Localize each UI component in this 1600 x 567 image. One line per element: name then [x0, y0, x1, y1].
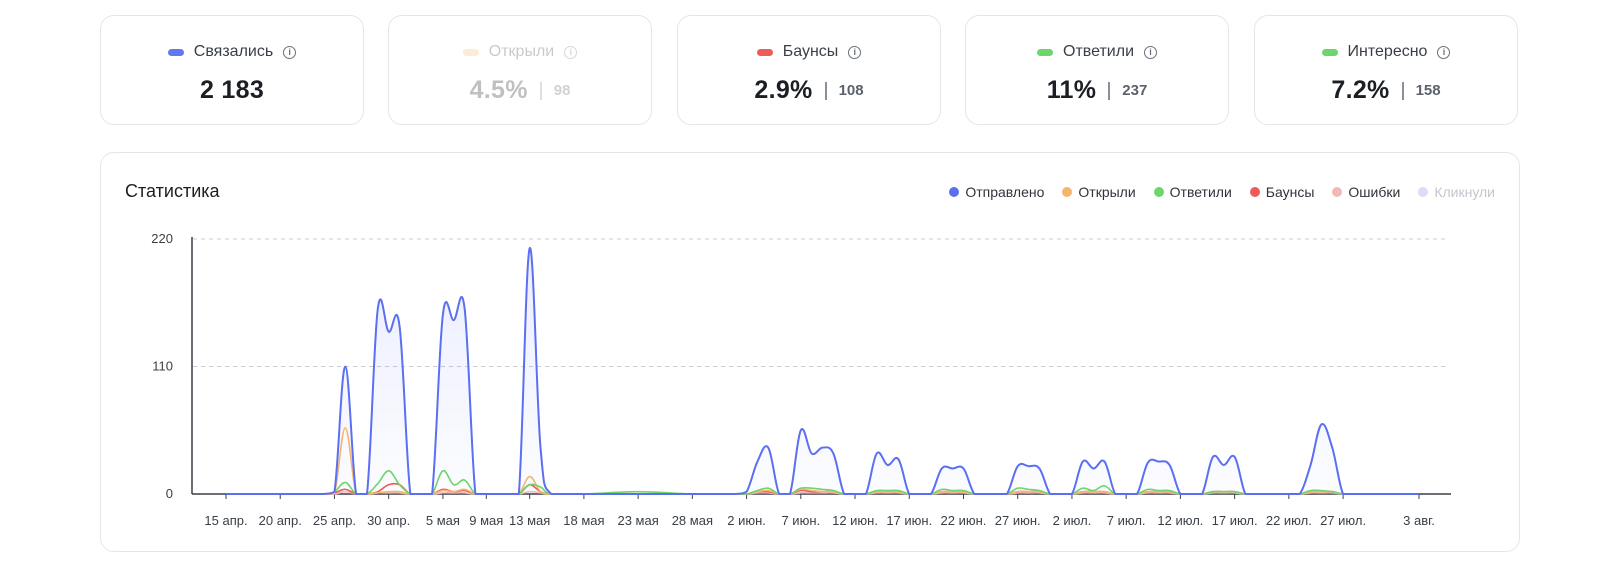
info-icon[interactable]: i: [1144, 45, 1157, 59]
x-tick-label: 25 апр.: [313, 513, 356, 528]
x-tick-label: 2 июл.: [1053, 513, 1092, 528]
statistics-panel: Статистика Отправлено Открыли Ответили Б…: [100, 152, 1520, 552]
info-icon[interactable]: i: [1437, 45, 1451, 59]
legend-label: Отправлено: [965, 184, 1045, 200]
stat-card-value-row: 7.2% 158: [1255, 76, 1517, 105]
stat-cards: Связались i 2 183 Открыли i 4.5% 98 Баун…: [100, 15, 1520, 127]
stat-card-label: Связались: [193, 43, 274, 60]
stat-card-label: Баунсы: [782, 43, 839, 60]
series-area-sent: [226, 247, 1419, 494]
x-tick-label: 3 авг.: [1403, 513, 1435, 528]
value-separator: [1401, 81, 1404, 100]
stat-card-label: Ответили: [1063, 43, 1134, 60]
x-tick-label: 17 июл.: [1212, 513, 1258, 528]
series-color-pill: [167, 48, 184, 56]
stat-card-header: Связались i: [101, 43, 363, 61]
legend-dot: [949, 187, 960, 197]
legend-dot: [1062, 187, 1073, 197]
info-icon[interactable]: i: [848, 45, 862, 59]
series-line-Отправлено: [225, 247, 1419, 495]
series-color-pill: [1321, 48, 1338, 56]
x-tick-label: 22 июл.: [1266, 513, 1312, 528]
x-tick-label: 13 мая: [509, 513, 550, 528]
stat-card-count: 98: [553, 82, 571, 99]
x-tick-label: 9 мая: [469, 513, 503, 528]
series-color-pill: [1037, 48, 1053, 56]
stat-card-label: Открыли: [488, 43, 555, 60]
x-tick-label: 27 июл.: [1320, 513, 1366, 528]
stat-card-replied[interactable]: Ответили i 11% 237: [965, 15, 1229, 125]
stat-card-count: 237: [1122, 82, 1148, 99]
x-tick-label: 15 апр.: [204, 513, 247, 528]
x-tick-label: 5 мая: [426, 513, 460, 528]
stat-card-value-row: 4.5% 98: [389, 76, 651, 105]
x-tick-label: 20 апр.: [259, 513, 302, 528]
x-tick-label: 7 июн.: [781, 513, 820, 528]
stat-card-value-row: 11% 237: [966, 76, 1228, 105]
stat-card-header: Баунсы i: [678, 43, 940, 61]
x-tick-label: 2 июн.: [727, 513, 766, 528]
legend-label: Кликнули: [1434, 184, 1495, 200]
stat-card-count: 158: [1415, 82, 1441, 99]
panel-title: Статистика: [125, 181, 220, 201]
series-color-pill: [462, 48, 479, 56]
x-tick-label: 30 апр.: [367, 513, 410, 528]
legend-dot: [1332, 187, 1343, 197]
x-tick-label: 12 июл.: [1157, 513, 1203, 528]
stat-card-value-row: 2.9% 108: [678, 76, 940, 105]
stat-card-label: Интересно: [1347, 43, 1428, 60]
x-tick-label: 12 июн.: [832, 513, 878, 528]
legend-dot: [1153, 187, 1164, 197]
stat-card-opened[interactable]: Открыли i 4.5% 98: [388, 15, 652, 125]
legend-dot: [1249, 187, 1260, 197]
stat-card-value: 2.9%: [754, 76, 813, 104]
stat-card-contacted[interactable]: Связались i 2 183: [100, 15, 364, 125]
stat-card-header: Ответили i: [966, 43, 1228, 61]
x-tick-label: 17 июн.: [886, 513, 932, 528]
stat-card-count: 108: [838, 82, 864, 99]
stat-card-interested[interactable]: Интересно i 7.2% 158: [1254, 15, 1518, 125]
x-tick-label: 7 июл.: [1107, 513, 1146, 528]
legend-item-sent[interactable]: Отправлено: [949, 184, 1044, 200]
legend-label: Ошибки: [1348, 184, 1401, 200]
stat-card-value-row: 2 183: [101, 76, 363, 105]
stat-card-bounces[interactable]: Баунсы i 2.9% 108: [677, 15, 941, 125]
chart-legend: Отправлено Открыли Ответили Баунсы Ошибк…: [949, 184, 1495, 200]
series-color-pill: [756, 48, 773, 56]
stat-card-value: 7.2%: [1331, 76, 1390, 104]
y-tick-label: 110: [152, 359, 173, 374]
x-tick-label: 23 мая: [617, 513, 658, 528]
stat-card-value: 2 183: [199, 76, 265, 104]
stat-card-header: Интересно i: [1255, 43, 1517, 61]
x-tick-label: 28 мая: [672, 513, 713, 528]
legend-item-clicked[interactable]: Кликнули: [1418, 184, 1495, 200]
legend-dot: [1418, 187, 1429, 197]
x-tick-label: 18 мая: [563, 513, 604, 528]
x-tick-label: 27 июн.: [995, 513, 1041, 528]
legend-item-bounces[interactable]: Баунсы: [1249, 184, 1315, 200]
y-tick-label: 220: [151, 231, 173, 246]
info-icon[interactable]: i: [283, 45, 297, 59]
statistics-chart[interactable]: 0 110 220 15 апр. 20 апр. 25 апр. 30 апр. 5 мая…: [101, 153, 1519, 551]
value-separator: [539, 81, 542, 100]
value-separator: [824, 81, 827, 100]
legend-label: Баунсы: [1265, 184, 1315, 200]
stat-card-value: 4.5%: [469, 76, 528, 104]
info-icon[interactable]: i: [564, 45, 578, 59]
x-tick-label: 22 июн.: [941, 513, 987, 528]
legend-item-replied[interactable]: Ответили: [1153, 184, 1232, 200]
stat-card-value: 11%: [1046, 76, 1097, 104]
legend-label: Открыли: [1078, 184, 1136, 200]
y-tick-label: 0: [166, 486, 173, 501]
legend-item-errors[interactable]: Ошибки: [1332, 184, 1400, 200]
stat-card-header: Открыли i: [389, 43, 651, 61]
legend-label: Ответили: [1169, 184, 1232, 200]
legend-item-opened[interactable]: Открыли: [1062, 184, 1136, 200]
value-separator: [1108, 81, 1111, 100]
